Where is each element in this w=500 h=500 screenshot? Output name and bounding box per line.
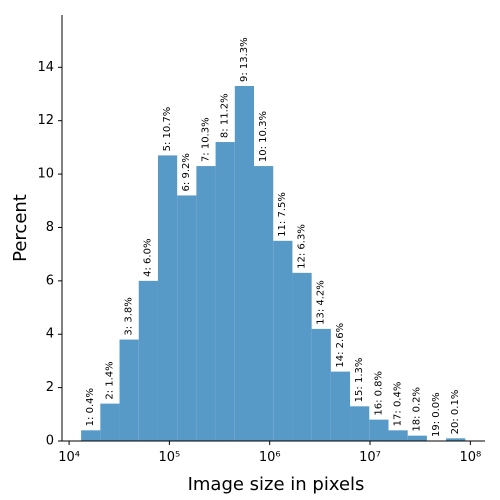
value-label: 7: 10.3% (200, 117, 211, 162)
y-tick-label: 8 (46, 220, 54, 235)
y-tick-label: 2 (46, 380, 54, 395)
bar (177, 195, 197, 441)
value-label: 15: 1.3% (354, 358, 365, 403)
bar (196, 166, 216, 441)
value-label: 14: 2.6% (335, 323, 346, 368)
y-tick-label: 4 (46, 327, 54, 342)
bar (292, 272, 312, 441)
bar (157, 155, 178, 441)
value-label: 6: 9.2% (181, 153, 192, 191)
bar (119, 339, 139, 441)
value-label: 17: 0.4% (392, 382, 403, 427)
bar (350, 406, 370, 441)
x-tick-label: 10⁸ (459, 450, 481, 465)
y-tick-label: 10 (37, 167, 54, 182)
bar (234, 86, 255, 441)
value-label: 5: 10.7% (162, 107, 173, 152)
value-label: 2: 1.4% (104, 361, 115, 399)
y-tick-label: 0 (46, 434, 54, 449)
value-label: 12: 6.3% (296, 224, 307, 269)
value-label: 19: 0.0% (431, 392, 442, 437)
bar (388, 430, 408, 441)
bar (254, 166, 274, 441)
bar (81, 430, 101, 441)
value-label: 1: 0.4% (85, 388, 96, 426)
value-label: 20: 0.1% (450, 390, 461, 435)
value-label: 18: 0.2% (412, 387, 423, 432)
bar (100, 403, 120, 441)
x-tick-label: 10⁷ (359, 450, 381, 465)
value-label: 11: 7.5% (277, 192, 288, 237)
value-label: 3: 3.8% (124, 297, 135, 335)
bar (369, 419, 389, 441)
bar (446, 438, 466, 441)
y-axis-label: Percent (10, 194, 31, 262)
bar (273, 240, 293, 441)
x-tick-label: 10⁶ (259, 450, 281, 465)
value-label: 10: 10.3% (258, 111, 269, 162)
bar (330, 371, 351, 441)
y-tick-label: 12 (37, 113, 54, 128)
value-label: 9: 13.3% (239, 37, 250, 82)
value-label: 8: 11.2% (220, 93, 231, 138)
bar (407, 435, 427, 441)
y-tick-label: 14 (37, 60, 54, 75)
x-tick-label: 10⁴ (58, 450, 80, 465)
value-label: 4: 6.0% (143, 239, 154, 277)
value-label: 13: 4.2% (316, 280, 327, 325)
bar (215, 142, 235, 442)
x-axis-label: Image size in pixels (188, 474, 365, 495)
bar (311, 328, 331, 441)
x-tick-label: 10⁵ (159, 450, 181, 465)
bar (138, 280, 158, 441)
y-tick-label: 6 (46, 273, 54, 288)
value-label: 16: 0.8% (373, 371, 384, 416)
